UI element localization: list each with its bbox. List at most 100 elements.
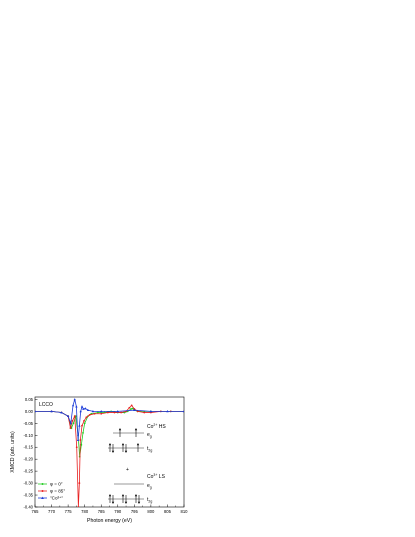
data-point: [60, 411, 63, 414]
x-tick-label: 805: [164, 509, 172, 514]
data-point: [85, 416, 88, 419]
data-point: [83, 420, 85, 422]
x-tick-label: 795: [131, 509, 139, 514]
data-point: [130, 408, 132, 410]
hs-eg-label: eg: [147, 432, 152, 439]
y-tick-label: -0.35: [23, 493, 33, 498]
data-point: [91, 410, 95, 413]
arrow-head: [136, 443, 140, 446]
arrow-head: [108, 494, 112, 497]
x-axis-ticks: 765 770 775 780 785 790 795 800 805 810: [32, 504, 189, 514]
data-point: [75, 405, 78, 408]
series-line-0: [35, 408, 184, 457]
data-point: [77, 506, 80, 507]
series-layer: [35, 398, 184, 507]
arrow-head: [134, 428, 138, 431]
data-point: [73, 415, 76, 418]
legend-marker: [41, 483, 44, 485]
data-point: [80, 405, 84, 408]
legend-label: "Co³⁺": [50, 496, 63, 501]
data-point: [93, 412, 96, 415]
y-axis-ticks: 0.05 0.00 -0.05 -0.10 -0.15 -0.20 -0.25 -0.30 -0…: [23, 397, 38, 510]
arrow-head: [134, 494, 138, 497]
data-point: [66, 414, 70, 418]
data-point: [97, 411, 99, 414]
x-tick-label: 780: [81, 509, 89, 514]
data-point: [116, 410, 119, 413]
data-point: [88, 414, 91, 416]
legend: φ = 0° φ = 85° "Co³⁺": [38, 482, 65, 501]
y-tick-label: -0.30: [23, 481, 33, 486]
data-point: [166, 410, 169, 413]
data-point: [149, 410, 153, 413]
data-point: [75, 446, 78, 449]
data-point: [106, 411, 109, 414]
hs-t2g-label: t2g: [147, 446, 152, 453]
co3-ls-label: Co3+ LS: [147, 473, 166, 480]
data-point: [182, 410, 184, 413]
data-point: [35, 410, 37, 413]
data-point: [100, 410, 103, 413]
data-point: [131, 407, 134, 410]
data-point: [82, 407, 85, 410]
arrow-head: [137, 501, 141, 504]
data-point: [71, 420, 74, 422]
data-point: [80, 443, 83, 446]
legend-marker: [41, 496, 44, 499]
ls-spin-arrows: [108, 494, 141, 504]
arrow-head: [121, 443, 125, 446]
arrow-head: [124, 501, 128, 504]
y-tick-label: -0.10: [23, 433, 33, 438]
x-tick-label: 800: [147, 509, 155, 514]
co3-ls-annotation: Co3+ LS eg t2g: [108, 473, 166, 504]
series-line-2: [35, 399, 184, 441]
data-point: [113, 411, 116, 414]
data-point: [79, 439, 82, 441]
data-point: [83, 422, 86, 425]
series-line-1: [35, 404, 184, 507]
data-point: [73, 398, 76, 401]
legend-label: φ = 0°: [50, 482, 63, 487]
x-tick-label: 775: [65, 509, 73, 514]
data-point: [78, 424, 81, 427]
y-tick-label: -0.05: [23, 421, 33, 426]
x-axis-title: Photon energy (eV): [87, 518, 132, 524]
arrow-head: [121, 494, 125, 497]
x-tick-label: 785: [98, 509, 106, 514]
data-point: [128, 406, 131, 409]
arrow-head: [108, 443, 112, 446]
data-point: [79, 410, 82, 413]
y-tick-label: -0.15: [23, 445, 33, 450]
x-tick-label: 810: [181, 509, 189, 514]
ls-t2g-label: t2g: [147, 497, 152, 504]
co2-hs-label: Co2+ HS: [147, 423, 166, 430]
x-tick-label: 770: [48, 509, 56, 514]
data-point: [71, 404, 75, 407]
data-point: [86, 408, 90, 412]
ls-eg-label: eg: [147, 483, 152, 490]
arrow-head: [111, 450, 115, 453]
data-point: [78, 482, 81, 484]
hs-spin-arrows: [108, 428, 140, 453]
legend-marker: [41, 490, 44, 492]
y-tick-label: -0.20: [23, 457, 33, 462]
y-tick-label: -0.40: [23, 505, 33, 510]
y-tick-label: -0.25: [23, 469, 33, 474]
arrow-head: [124, 450, 128, 453]
data-point: [84, 407, 87, 410]
data-point: [100, 412, 103, 415]
x-tick-label: 765: [32, 509, 40, 514]
data-point: [82, 431, 84, 434]
arrow-head: [111, 501, 115, 504]
data-point: [120, 411, 122, 414]
data-point: [143, 411, 146, 414]
data-point: [69, 427, 72, 429]
data-point: [81, 424, 83, 427]
y-axis-title: XMCD (arb. units): [10, 431, 16, 473]
data-point: [50, 410, 53, 413]
y-tick-label: 0.05: [25, 397, 34, 402]
data-point: [69, 422, 72, 425]
data-point: [72, 422, 75, 425]
y-tick-label: 0.00: [25, 409, 34, 414]
